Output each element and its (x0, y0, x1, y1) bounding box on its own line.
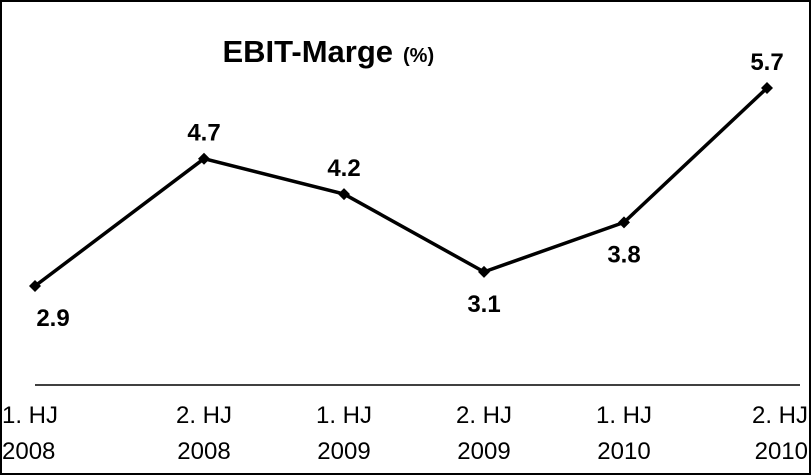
marker (29, 280, 41, 292)
x-tick-label: 2. HJ (456, 402, 512, 429)
data-label: 3.8 (607, 241, 640, 268)
x-tick-label: 2008 (2, 438, 55, 465)
marker (478, 265, 490, 278)
marker (618, 216, 630, 229)
x-tick-label: 2009 (317, 438, 370, 465)
x-tick-label: 2010 (755, 438, 808, 465)
data-label: 5.7 (750, 49, 783, 76)
chart-subtitle: (%) (403, 45, 434, 67)
x-tick-label: 2010 (597, 438, 650, 465)
data-label: 4.2 (327, 155, 360, 182)
data-label: 3.1 (467, 291, 500, 318)
line (33, 86, 769, 288)
marker (198, 152, 210, 165)
marker (761, 82, 773, 94)
marker (338, 188, 350, 201)
chart-title: EBIT-Marge (222, 34, 393, 69)
x-tick-label: 2. HJ (752, 402, 808, 429)
x-tick-label: 1. HJ (316, 402, 372, 429)
data-label: 4.7 (187, 120, 220, 147)
x-tick-label: 2009 (457, 438, 510, 465)
x-tick-label: 2008 (177, 438, 230, 465)
x-tick-label: 1. HJ (596, 402, 652, 429)
data-label: 2.9 (36, 305, 69, 332)
x-tick-label: 2. HJ (176, 402, 232, 429)
x-tick-label: 1. HJ (2, 402, 58, 429)
